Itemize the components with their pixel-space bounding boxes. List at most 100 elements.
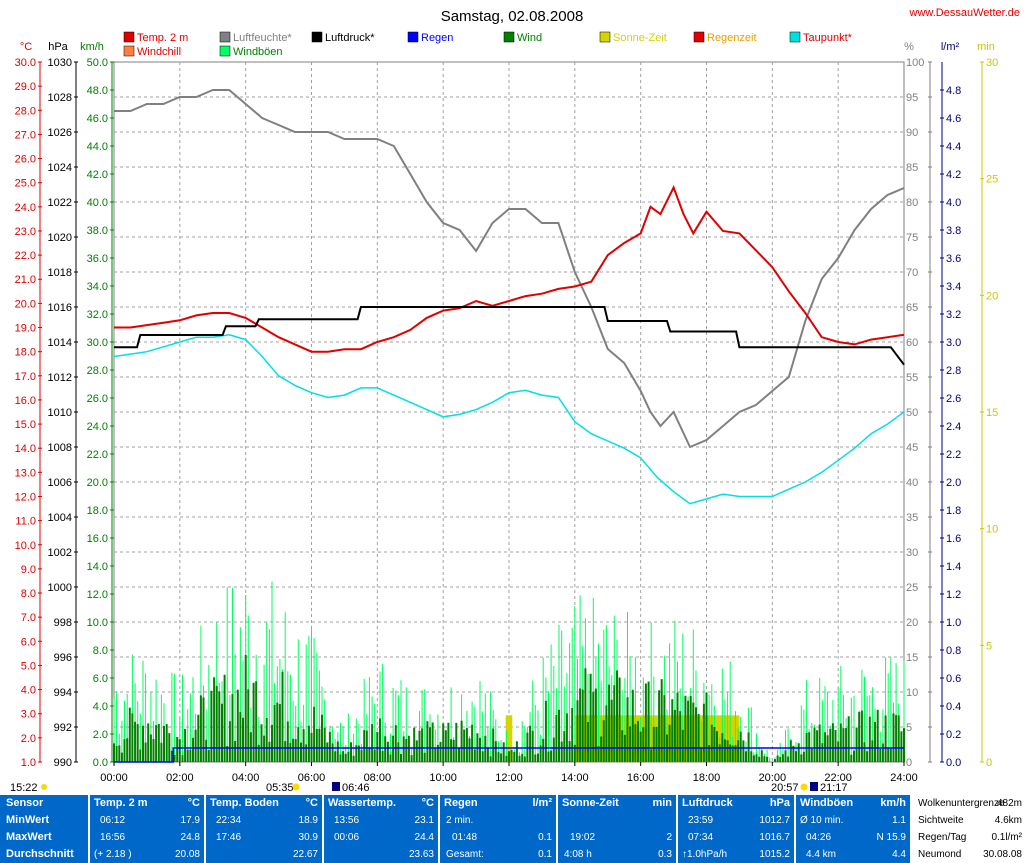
- temp-tick-label: 14.0: [15, 443, 36, 455]
- humidity-tick-label: 30: [906, 547, 918, 559]
- pressure-tick-label: 1014: [48, 337, 72, 349]
- legend-swatch: [123, 31, 135, 43]
- pressure-tick-label: 1030: [48, 57, 72, 69]
- wind-tick-label: 38.0: [87, 225, 108, 237]
- humidity-unit-label: %: [904, 41, 914, 53]
- legend-swatch: [599, 31, 611, 43]
- stats-header: Sonne-Zeit: [562, 797, 619, 809]
- wind-tick-label: 50.0: [87, 57, 108, 69]
- wind-tick-label: 12.0: [87, 589, 108, 601]
- pressure-tick-label: 996: [54, 652, 72, 664]
- sun-tick-label: 15: [986, 407, 998, 419]
- rain-tick-label: 2.0: [946, 477, 961, 489]
- wind-tick-label: 42.0: [87, 169, 108, 181]
- stats-time: Ø 10 min.: [800, 815, 844, 826]
- rain-tick-label: 1.6: [946, 533, 961, 545]
- temp-tick-label: 22.0: [15, 250, 36, 262]
- temp-tick-label: 30.0: [15, 57, 36, 69]
- stats-header: Temp. 2 m: [94, 797, 148, 809]
- wind-tick-label: 20.0: [87, 477, 108, 489]
- sunset-time: 20:57: [771, 782, 799, 794]
- rain-tick-label: 4.6: [946, 113, 961, 125]
- pressure-tick-label: 994: [54, 687, 72, 699]
- stats-temp2m: Temp. 2 m °C 06:12 17.9 16:56 24.8 (+ 2.18 …: [90, 795, 204, 863]
- wind-tick-label: 34.0: [87, 281, 108, 293]
- x-tick-label: 14:00: [561, 772, 589, 784]
- moonset-time: 21:17: [820, 782, 848, 794]
- stats-time: 4:08 h: [564, 849, 592, 860]
- temp-tick-label: 10.0: [15, 540, 36, 552]
- temp-tick-label: 28.0: [15, 105, 36, 117]
- temp-tick-label: 21.0: [15, 274, 36, 286]
- line-series: [113, 89, 905, 763]
- stats-time: 16:56: [100, 832, 126, 843]
- stats-time: 06:12: [100, 815, 126, 826]
- wind-tick-label: 22.0: [87, 449, 108, 461]
- legend-swatch: [123, 45, 135, 57]
- stats-time: 19:02: [570, 832, 596, 843]
- stats-time: 4.4 km: [806, 849, 837, 860]
- pressure-tick-label: 1006: [48, 477, 72, 489]
- wind-tick-label: 14.0: [87, 561, 108, 573]
- sunrise-time: 05:35: [266, 782, 294, 794]
- moonrise-time: 06:46: [342, 782, 370, 794]
- stats-unit: min: [652, 797, 672, 809]
- stats-row-label: MaxWert: [6, 831, 52, 843]
- stats-value: 4.4: [892, 849, 906, 860]
- wind-tick-label: 16.0: [87, 533, 108, 545]
- rain-tick-label: 1.2: [946, 589, 961, 601]
- stats-header: Temp. Boden: [210, 797, 279, 809]
- humidity-tick-label: 40: [906, 477, 918, 489]
- wind-tick-label: 18.0: [87, 505, 108, 517]
- wind-tick-label: 0.0: [93, 757, 108, 769]
- humidity-line: [114, 89, 905, 449]
- pressure-tick-label: 1028: [48, 92, 72, 104]
- stats-time: 04:26: [806, 832, 832, 843]
- humidity-tick-label: 90: [906, 127, 918, 139]
- temp-tick-label: 7.0: [21, 612, 36, 624]
- pressure-tick-label: 1026: [48, 127, 72, 139]
- stats-value: 30.9: [298, 832, 318, 843]
- site-link[interactable]: www.DessauWetter.de: [909, 7, 1020, 19]
- x-tick-label: 12:00: [495, 772, 523, 784]
- x-tick-label: 00:00: [100, 772, 128, 784]
- stats-extra-value: 30.08.08: [983, 849, 1022, 860]
- x-axis: 00:00 02:00 04:00 06:00 08:00 10:00 12:00 14:00…: [100, 762, 918, 784]
- temp-tick-label: 5.0: [21, 660, 36, 672]
- humidity-tick-label: 100: [906, 57, 924, 69]
- legend-swatch: [789, 31, 801, 43]
- weather-chart: Samstag, 02.08.2008 www.DessauWetter.de …: [10, 7, 1020, 794]
- rain-tick-label: 4.2: [946, 169, 961, 181]
- pressure-tick-label: 1020: [48, 232, 72, 244]
- sun-tick-label: 30: [986, 57, 998, 69]
- moonrise-icon: [332, 782, 340, 791]
- temp-tick-label: 24.0: [15, 202, 36, 214]
- x-tick-label: 18:00: [693, 772, 721, 784]
- stats-value: 1.1: [892, 815, 906, 826]
- legend-swatch: [311, 31, 323, 43]
- legend-swatch: [407, 31, 419, 43]
- temp-tick-label: 15.0: [15, 419, 36, 431]
- moonset-icon: [810, 782, 818, 791]
- temperature-line: [114, 184, 905, 353]
- humidity-tick-label: 65: [906, 302, 918, 314]
- temp-tick-label: 2.0: [21, 733, 36, 745]
- rain-tick-label: 3.8: [946, 225, 961, 237]
- wind-tick-label: 6.0: [93, 673, 108, 685]
- legend: Temp. 2 m Luftfeuchte* Luftdruck* Regen Wind…: [123, 31, 853, 58]
- wind-tick-label: 36.0: [87, 253, 108, 265]
- stats-time: Gesamt:: [446, 849, 484, 860]
- stats-value: 24.4: [414, 832, 434, 843]
- pressure-tick-label: 1002: [48, 547, 72, 559]
- wind-tick-label: 44.0: [87, 141, 108, 153]
- rain-tick-label: 3.6: [946, 253, 961, 265]
- stats-time: 17:46: [216, 832, 242, 843]
- stats-unit: °C: [421, 797, 434, 809]
- x-tick-label: 08:00: [364, 772, 392, 784]
- wind-tick-label: 4.0: [93, 701, 108, 713]
- pressure-tick-label: 990: [54, 757, 72, 769]
- temp-tick-label: 13.0: [15, 467, 36, 479]
- humidity-tick-label: 35: [906, 512, 918, 524]
- sunrise-icon: [292, 783, 300, 791]
- stats-time: 00:06: [334, 832, 360, 843]
